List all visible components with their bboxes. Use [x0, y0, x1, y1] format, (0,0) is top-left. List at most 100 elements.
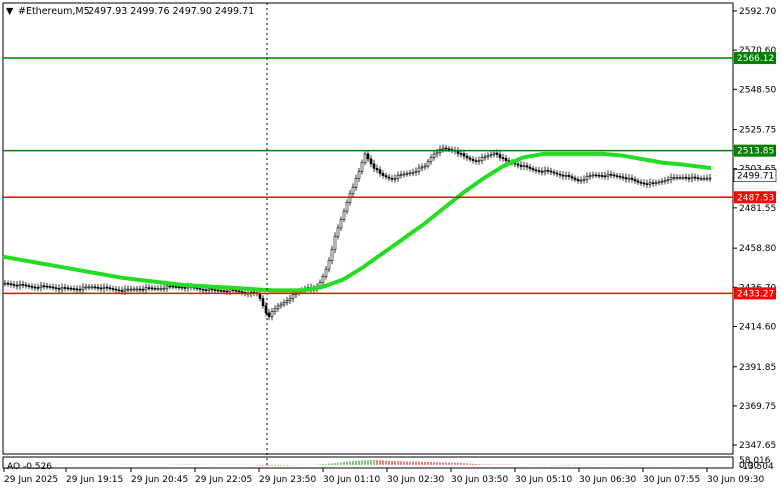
- candle-body: [279, 303, 283, 307]
- candle-body: [180, 286, 184, 289]
- candle-body: [3, 282, 7, 285]
- main-pane[interactable]: [2, 2, 734, 455]
- candle-body: [36, 287, 40, 289]
- candle-body: [534, 169, 538, 172]
- candle-body: [690, 176, 694, 179]
- ao-label: AO -0.526: [7, 462, 52, 472]
- candle-body: [486, 155, 490, 158]
- candle-body: [132, 288, 136, 291]
- level-badge-label: 2487.53: [737, 193, 774, 203]
- candle-body: [21, 283, 25, 286]
- candle-body: [90, 286, 94, 289]
- candle-body: [477, 160, 481, 162]
- y-tick-label: 2369.75: [739, 402, 776, 412]
- candle-body: [156, 287, 160, 290]
- candle-body: [561, 174, 565, 177]
- level-badge-label: 2566.12: [737, 54, 774, 64]
- candle-body: [666, 179, 670, 181]
- y-tick-label: 2481.55: [739, 204, 776, 214]
- ao-tick-label: -13.504: [739, 462, 774, 472]
- candle-body: [579, 179, 583, 182]
- candle-body: [324, 268, 328, 277]
- candle-body: [336, 227, 340, 237]
- candle-body: [591, 174, 595, 177]
- candle-body: [330, 249, 334, 261]
- candle-body: [195, 287, 199, 290]
- candle-body: [405, 173, 409, 175]
- candle-body: [210, 288, 214, 291]
- candle-body: [183, 287, 187, 289]
- candle-body: [93, 286, 97, 289]
- candle-body: [114, 288, 118, 291]
- candle-body: [525, 165, 529, 168]
- candle-body: [546, 170, 550, 172]
- candle-body: [126, 288, 130, 291]
- candle-body: [228, 289, 232, 292]
- candle-body: [60, 287, 64, 290]
- candle-body: [72, 288, 76, 290]
- candle-body: [702, 177, 706, 180]
- candle-body: [678, 177, 682, 179]
- candle-body: [537, 170, 541, 172]
- x-tick-label: 29 Jun 22:05: [195, 475, 252, 485]
- candle-body: [558, 173, 562, 176]
- candle-body: [441, 147, 445, 150]
- candle-body: [540, 170, 544, 173]
- candle-body: [594, 174, 598, 177]
- candle-body: [276, 305, 280, 310]
- candle-body: [588, 175, 592, 177]
- candle-body: [687, 177, 691, 180]
- candle-body: [684, 176, 688, 179]
- candle-body: [423, 165, 427, 168]
- candle-body: [24, 284, 28, 287]
- candle-body: [120, 290, 124, 292]
- candle-body: [237, 290, 241, 293]
- candle-body: [609, 173, 613, 176]
- candle-body: [360, 162, 364, 172]
- candle-body: [6, 282, 10, 285]
- candle-body: [549, 170, 553, 173]
- candle-body: [219, 290, 223, 292]
- candle-body: [213, 289, 217, 291]
- candle-body: [384, 175, 388, 178]
- candle-body: [48, 286, 52, 288]
- candle-body: [66, 287, 70, 290]
- candle-body: [573, 177, 577, 180]
- candle-body: [435, 152, 439, 155]
- level-badge-2566.12: [734, 52, 776, 65]
- x-tick-label: 30 Jun 03:50: [451, 475, 508, 485]
- candle-body: [462, 153, 466, 157]
- candle-body: [12, 284, 16, 286]
- candle-body: [645, 183, 649, 185]
- candle-body: [288, 298, 292, 301]
- candle-body: [375, 168, 379, 171]
- candle-body: [543, 170, 547, 173]
- candle-body: [273, 308, 277, 312]
- candle-body: [51, 286, 55, 289]
- y-tick-label: 2525.75: [739, 126, 776, 136]
- x-tick-label: 30 Jun 01:10: [323, 475, 380, 485]
- candle-body: [135, 288, 139, 291]
- candle-body: [414, 170, 418, 173]
- candle-body: [603, 175, 607, 178]
- candle-body: [663, 180, 667, 182]
- candle-body: [147, 287, 151, 289]
- candle-body: [105, 286, 109, 289]
- candle-body: [363, 153, 367, 164]
- candle-body: [177, 286, 181, 289]
- level-badge-label: 2433.27: [737, 289, 774, 299]
- candle-body: [96, 287, 100, 289]
- x-tick-label: 30 Jun 07:55: [643, 475, 700, 485]
- candle-body: [258, 293, 262, 299]
- candle-body: [327, 260, 331, 270]
- candle-body: [174, 286, 178, 288]
- candle-body: [660, 180, 664, 183]
- candle-body: [705, 177, 709, 180]
- candle-body: [204, 289, 208, 292]
- candle-body: [597, 174, 601, 177]
- x-tick-label: 29 Jun 20:45: [131, 475, 188, 485]
- candle-body: [639, 181, 643, 184]
- candle-body: [30, 286, 34, 288]
- candle-body: [75, 288, 79, 291]
